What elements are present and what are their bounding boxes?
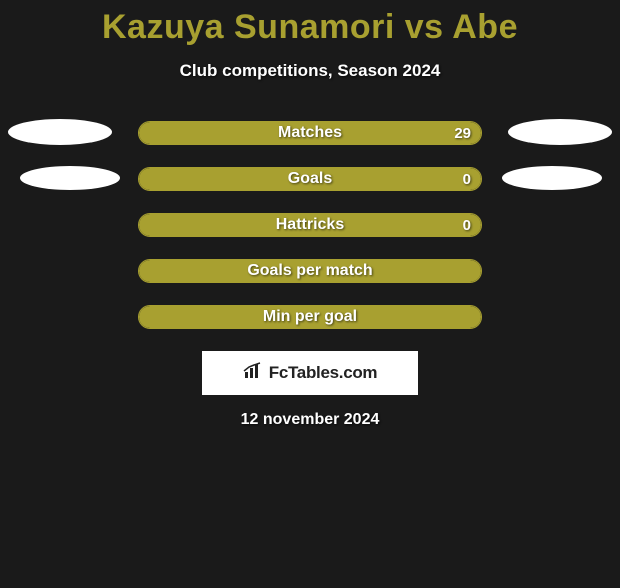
stat-value: 0: [463, 171, 471, 188]
comparison-chart: Matches 29 Goals 0 Hattricks 0 Goals per…: [0, 121, 620, 329]
stat-bar: Min per goal: [138, 305, 482, 329]
player1-marker: [20, 166, 120, 190]
stat-bar: Goals 0: [138, 167, 482, 191]
player2-marker: [508, 119, 612, 145]
player2-marker: [502, 166, 602, 190]
subtitle: Club competitions, Season 2024: [0, 61, 620, 81]
stat-row-min-per-goal: Min per goal: [0, 305, 620, 329]
stat-label: Min per goal: [263, 308, 357, 326]
stat-row-matches: Matches 29: [0, 121, 620, 145]
bar-chart-icon: [243, 362, 265, 385]
stat-label: Hattricks: [276, 216, 344, 234]
stat-bar: Hattricks 0: [138, 213, 482, 237]
stat-value: 29: [454, 125, 471, 142]
stat-label: Goals per match: [247, 262, 372, 280]
stat-row-goals: Goals 0: [0, 167, 620, 191]
page-title: Kazuya Sunamori vs Abe: [0, 8, 620, 47]
stat-label: Goals: [288, 170, 332, 188]
stat-row-hattricks: Hattricks 0: [0, 213, 620, 237]
stat-bar: Goals per match: [138, 259, 482, 283]
stat-row-goals-per-match: Goals per match: [0, 259, 620, 283]
stat-value: 0: [463, 217, 471, 234]
logo-text: FcTables.com: [269, 363, 378, 383]
player1-marker: [8, 119, 112, 145]
source-logo: FcTables.com: [202, 351, 418, 395]
date-label: 12 november 2024: [0, 411, 620, 429]
stat-label: Matches: [278, 124, 342, 142]
stat-bar: Matches 29: [138, 121, 482, 145]
